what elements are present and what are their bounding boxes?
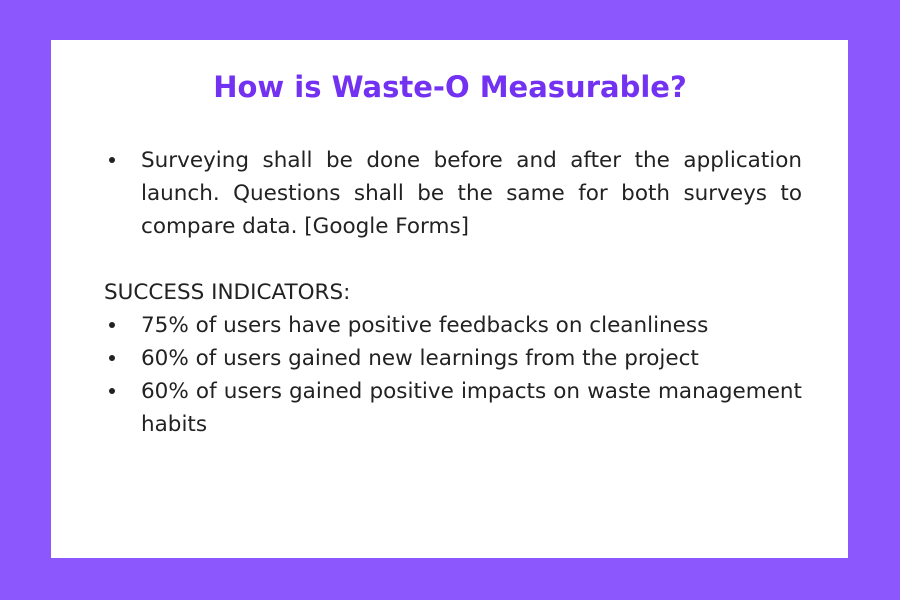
spacer (104, 243, 802, 276)
intro-list: Surveying shall be done before and after… (104, 144, 802, 243)
slide-content: Surveying shall be done before and after… (104, 144, 802, 441)
content-card (51, 40, 848, 558)
list-item: 60% of users gained new learnings from t… (104, 342, 802, 375)
indicator-text: 60% of users gained positive impacts on … (141, 379, 802, 437)
success-indicators-heading: SUCCESS INDICATORS: (104, 280, 351, 305)
indicator-list: 75% of users have positive feedbacks on … (104, 309, 802, 441)
bullet-icon (109, 322, 115, 328)
indicator-text: 60% of users gained new learnings from t… (141, 346, 699, 371)
bullet-icon (109, 388, 115, 394)
list-item: Surveying shall be done before and after… (104, 144, 802, 243)
list-item: 60% of users gained positive impacts on … (104, 375, 802, 441)
intro-bullet-text: Surveying shall be done before and after… (141, 148, 802, 239)
bullet-icon (109, 355, 115, 361)
slide-title: How is Waste-O Measurable? (213, 70, 687, 104)
bullet-icon (109, 157, 115, 163)
list-item: 75% of users have positive feedbacks on … (104, 309, 802, 342)
indicator-text: 75% of users have positive feedbacks on … (141, 313, 709, 338)
